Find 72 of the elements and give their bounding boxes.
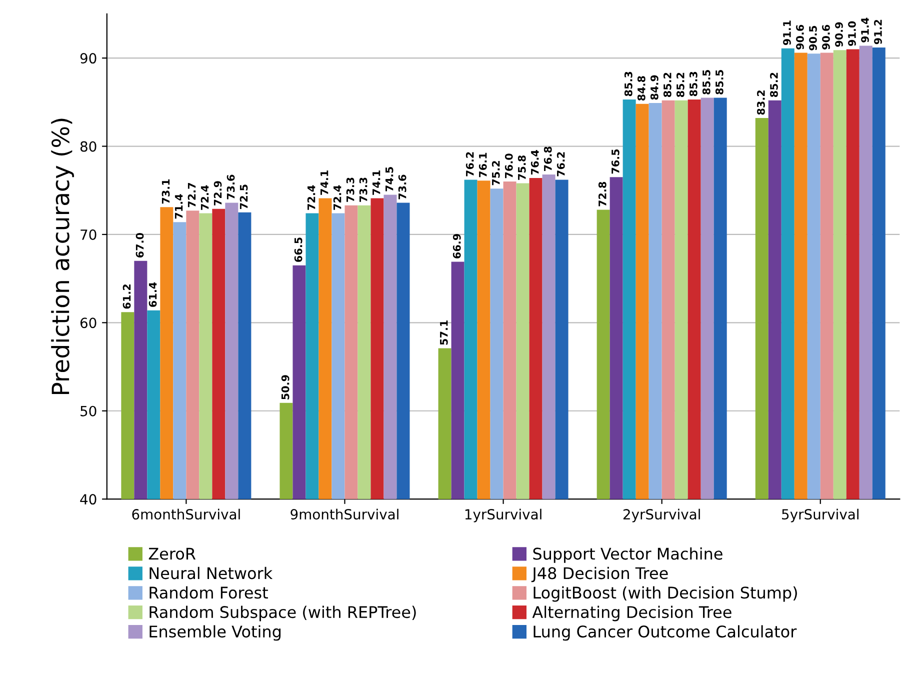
- legend-label: Neural Network: [150, 566, 273, 580]
- legend-label: Ensemble Voting: [150, 625, 281, 641]
- x-tick-label: 5yrSurvival: [782, 508, 858, 522]
- y-tick-label: 60: [80, 318, 96, 328]
- data-label: 85.2: [770, 72, 778, 97]
- data-label: 85.2: [676, 72, 684, 97]
- data-label: 72.4: [307, 185, 316, 210]
- data-label: 76.0: [504, 154, 513, 178]
- legend-label: Random Forest: [150, 586, 268, 599]
- data-label: 73.1: [162, 179, 170, 204]
- legend-label: Lung Cancer Outcome Calculator: [534, 625, 797, 641]
- data-label: 90.5: [809, 26, 817, 50]
- data-label: 74.1: [320, 170, 328, 195]
- y-tick-label: 80: [80, 141, 96, 152]
- x-tick-label: 2yrSurvival: [623, 508, 700, 522]
- data-label: 72.7: [188, 183, 196, 208]
- data-label: 74.5: [386, 167, 394, 192]
- data-label: 73.3: [346, 178, 354, 202]
- data-label: 73.6: [398, 174, 406, 200]
- data-label: 75.8: [518, 155, 526, 180]
- data-label: 74.1: [372, 170, 380, 195]
- data-label: 72.8: [598, 182, 606, 206]
- data-label: 76.8: [544, 146, 552, 172]
- data-label: 73.6: [226, 174, 235, 200]
- data-label: 91.1: [783, 20, 791, 46]
- data-label: 66.5: [294, 238, 302, 262]
- legend-label: ZeroR: [148, 548, 196, 560]
- x-tick-label: 1yrSurvival: [465, 508, 542, 522]
- x-tick-label: 6monthSurvival: [132, 508, 240, 520]
- data-label: 83.2: [757, 90, 765, 115]
- data-label: 71.4: [174, 194, 183, 219]
- data-label: 91.4: [861, 18, 869, 42]
- data-label: 76.1: [478, 152, 487, 178]
- data-label: 85.5: [702, 70, 710, 94]
- data-label: 85.5: [715, 70, 724, 94]
- legend-label: J48 Decision Tree: [531, 566, 668, 582]
- data-label: 72.9: [214, 181, 222, 206]
- y-tick-label: 70: [80, 229, 96, 240]
- y-axis-title: Prediction accuracy (%): [51, 118, 74, 394]
- data-label: 91.2: [874, 20, 882, 44]
- data-label: 90.6: [796, 24, 804, 50]
- data-label: 75.2: [492, 161, 500, 186]
- data-label: 66.9: [452, 234, 461, 258]
- data-label: 73.3: [359, 178, 368, 202]
- y-tick-label: 90: [80, 53, 96, 64]
- legend-label: LogitBoost (with Decision Stump): [534, 586, 797, 602]
- data-label: 72.4: [333, 185, 342, 210]
- data-label: 61.4: [148, 282, 157, 307]
- data-label: 91.0: [848, 21, 856, 46]
- data-label: 85.2: [663, 72, 672, 97]
- data-label: 67.0: [136, 232, 144, 258]
- y-tick-label: 40: [80, 494, 96, 505]
- data-label: 84.9: [650, 75, 658, 100]
- data-label: 90.9: [835, 22, 843, 47]
- data-label: 76.2: [466, 152, 474, 176]
- legend-label: Support Vector Machine: [533, 547, 722, 563]
- data-label: 76.4: [530, 150, 539, 175]
- data-label: 50.9: [281, 375, 290, 400]
- data-label: 85.3: [624, 72, 632, 96]
- data-label: 72.5: [240, 184, 248, 209]
- data-label: 76.2: [556, 152, 565, 176]
- data-label: 57.1: [440, 320, 448, 345]
- y-tick-label: 50: [80, 406, 96, 416]
- data-label: 61.2: [122, 284, 131, 309]
- legend-label: Alternating Decision Tree: [532, 606, 732, 622]
- legend-label: Random Subspace (with REPTree): [150, 606, 416, 622]
- x-tick-label: 9monthSurvival: [290, 508, 398, 520]
- data-label: 76.5: [611, 149, 620, 174]
- data-label: 84.8: [637, 76, 646, 101]
- data-label: 90.6: [822, 24, 830, 50]
- data-label: 85.3: [689, 72, 698, 96]
- data-label: 72.4: [200, 185, 209, 210]
